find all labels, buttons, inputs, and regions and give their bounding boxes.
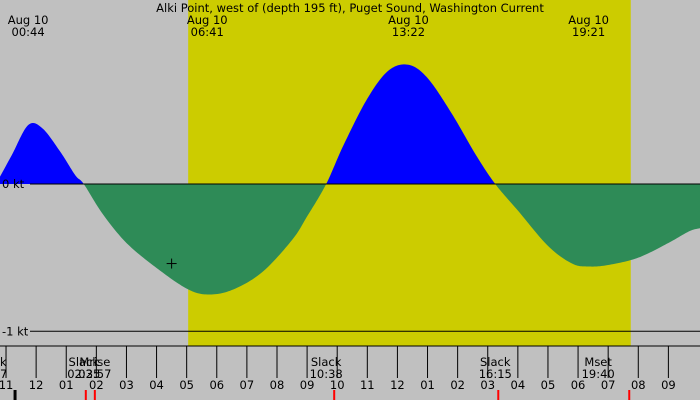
x-tick-label: 01 (59, 378, 74, 392)
extreme-date-label: Aug 10 (8, 13, 49, 27)
red-mark (93, 390, 96, 400)
ebb-current-area (0, 184, 700, 295)
x-tick-label: 11 (0, 378, 13, 392)
x-tick-label: 12 (29, 378, 44, 392)
x-tick-label: 06 (209, 378, 224, 392)
axis-layer (0, 183, 700, 347)
current-area-layer (0, 64, 700, 295)
x-tick-label: 04 (511, 378, 526, 392)
chart-title: Alki Point, west of (depth 195 ft), Puge… (156, 1, 544, 15)
x-tick-label: 08 (631, 378, 646, 392)
event-name-label: Slack (480, 355, 511, 369)
partial-left-bottom-label: 7 (0, 367, 7, 381)
red-mark (628, 390, 631, 400)
x-tick-label: 07 (240, 378, 255, 392)
x-tick-label: 11 (360, 378, 375, 392)
x-tick-label: 02 (450, 378, 465, 392)
x-tick-label: 05 (541, 378, 556, 392)
x-tick-label: 04 (149, 378, 164, 392)
x-tick-label: 05 (179, 378, 194, 392)
x-tick-label: 10 (330, 378, 345, 392)
x-tick-label: 07 (601, 378, 616, 392)
x-tick-label: 06 (571, 378, 586, 392)
event-time-label: 10:38 (310, 367, 343, 381)
extreme-time-label: 19:21 (572, 25, 605, 39)
red-mark (84, 390, 87, 400)
x-tick-label: 08 (270, 378, 285, 392)
x-tick-label: 03 (480, 378, 495, 392)
event-time-label: 02:57 (78, 367, 111, 381)
x-tick-label: 03 (119, 378, 134, 392)
event-name-label: Slack (69, 355, 100, 369)
event-time-label: 19:40 (582, 367, 615, 381)
extreme-date-label: Aug 10 (568, 13, 609, 27)
x-tick-label: 09 (300, 378, 315, 392)
red-mark (333, 390, 336, 400)
y-tick-label: -1 kt (2, 324, 29, 338)
y-tick-label: 0 kt (2, 177, 25, 191)
x-tick-label: 12 (390, 378, 405, 392)
extreme-time-label: 13:22 (392, 25, 425, 39)
red-mark (497, 390, 500, 400)
event-name-label: Mrise (79, 355, 110, 369)
x-tick-label: 01 (420, 378, 435, 392)
extreme-date-label: Aug 10 (388, 13, 429, 27)
extreme-date-label: Aug 10 (187, 13, 228, 27)
x-tick-label: 02 (89, 378, 104, 392)
event-name-label: Mset (584, 355, 612, 369)
partial-left-top-label: k (0, 355, 7, 369)
extreme-time-label: 00:44 (12, 25, 45, 39)
event-time-label: 16:15 (479, 367, 512, 381)
tick-marks-layer (5, 258, 669, 400)
event-name-label: Slack (311, 355, 342, 369)
flood-current-area (0, 64, 700, 185)
x-tick-label: 09 (661, 378, 676, 392)
event-time-label: 02:35 (67, 367, 100, 381)
midnight-mark (13, 390, 17, 400)
extreme-time-label: 06:41 (191, 25, 224, 39)
